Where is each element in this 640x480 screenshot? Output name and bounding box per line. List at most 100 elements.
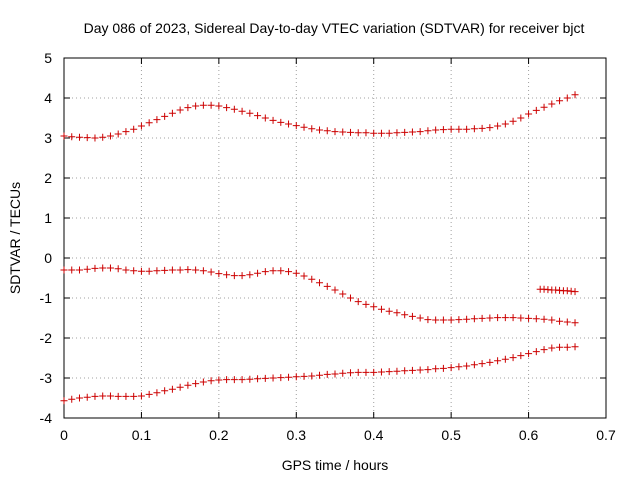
data-point [525, 350, 533, 358]
data-point [362, 129, 370, 137]
data-point [168, 385, 176, 393]
data-point [563, 343, 571, 351]
data-point [238, 272, 246, 280]
data-point [408, 312, 416, 320]
data-point [548, 316, 556, 324]
data-point [83, 134, 91, 142]
data-point [60, 266, 68, 274]
grid-lines [64, 58, 606, 418]
data-point [254, 112, 262, 120]
data-point [130, 125, 138, 133]
y-axis-label: SDTVAR / TECUs [7, 182, 23, 294]
data-point [432, 316, 440, 324]
data-point [207, 101, 215, 109]
data-point [269, 267, 277, 275]
data-point [75, 266, 83, 274]
data-point [470, 125, 478, 133]
data-point [91, 264, 99, 272]
data-point [161, 266, 169, 274]
data-point [114, 392, 122, 400]
data-point [99, 133, 107, 141]
data-point [184, 266, 192, 274]
data-point [439, 364, 447, 372]
data-point [408, 366, 416, 374]
data-point [354, 129, 362, 137]
data-point [137, 122, 145, 130]
x-tick-label: 0.3 [287, 427, 307, 443]
data-point [285, 268, 293, 276]
data-point [509, 354, 517, 362]
y-tick-label: 0 [44, 250, 52, 266]
data-point [393, 309, 401, 317]
data-point [494, 357, 502, 365]
data-point [145, 390, 153, 398]
data-point [122, 128, 130, 136]
data-point [207, 268, 215, 276]
data-point [486, 358, 494, 366]
data-point [393, 129, 401, 137]
data-point [223, 104, 231, 112]
data-point [486, 124, 494, 132]
data-point [339, 369, 347, 377]
data-point [60, 397, 68, 405]
data-point [99, 392, 107, 400]
data-point [261, 374, 269, 382]
data-point [130, 267, 138, 275]
data-point [323, 127, 331, 135]
data-point [370, 129, 378, 137]
x-tick-label: 0.4 [364, 427, 384, 443]
chart-title: Day 086 of 2023, Sidereal Day-to-day VTE… [84, 20, 585, 36]
data-point [401, 367, 409, 375]
data-point [106, 264, 114, 272]
data-point [424, 366, 432, 374]
data-point [455, 363, 463, 371]
data-point [106, 132, 114, 140]
data-point [199, 101, 207, 109]
data-point [447, 364, 455, 372]
data-point [385, 129, 393, 137]
data-point [532, 348, 540, 356]
series-lower [60, 343, 579, 405]
data-point [494, 314, 502, 322]
data-point [408, 128, 416, 136]
y-tick-label: 4 [44, 90, 52, 106]
data-point [439, 316, 447, 324]
data-point [168, 266, 176, 274]
data-point [354, 298, 362, 306]
data-point [463, 315, 471, 323]
data-point [308, 372, 316, 380]
data-point [362, 368, 370, 376]
data-point [323, 282, 331, 290]
data-point [68, 395, 76, 403]
data-point [331, 370, 339, 378]
x-axis-label: GPS time / hours [282, 457, 389, 473]
data-point [346, 369, 354, 377]
data-point [540, 315, 548, 323]
data-point [501, 120, 509, 128]
data-point [161, 112, 169, 120]
data-point [501, 355, 509, 363]
data-point [571, 343, 579, 351]
data-point [571, 319, 579, 327]
y-tick-label: -2 [40, 330, 53, 346]
data-point [161, 387, 169, 395]
data-point [308, 275, 316, 283]
x-tick-label: 0 [60, 427, 68, 443]
series-upper [60, 91, 579, 142]
data-point [401, 311, 409, 319]
data-point [478, 360, 486, 368]
x-tick-label: 0.7 [596, 427, 616, 443]
data-point [114, 265, 122, 273]
data-point [83, 393, 91, 401]
data-point [478, 314, 486, 322]
data-point [106, 392, 114, 400]
data-point [455, 125, 463, 133]
y-tick-label: 2 [44, 170, 52, 186]
data-point [292, 269, 300, 277]
data-point [292, 122, 300, 130]
data-point [176, 266, 184, 274]
data-point [470, 315, 478, 323]
data-point [556, 317, 564, 325]
data-point [432, 365, 440, 373]
data-point [75, 394, 83, 402]
